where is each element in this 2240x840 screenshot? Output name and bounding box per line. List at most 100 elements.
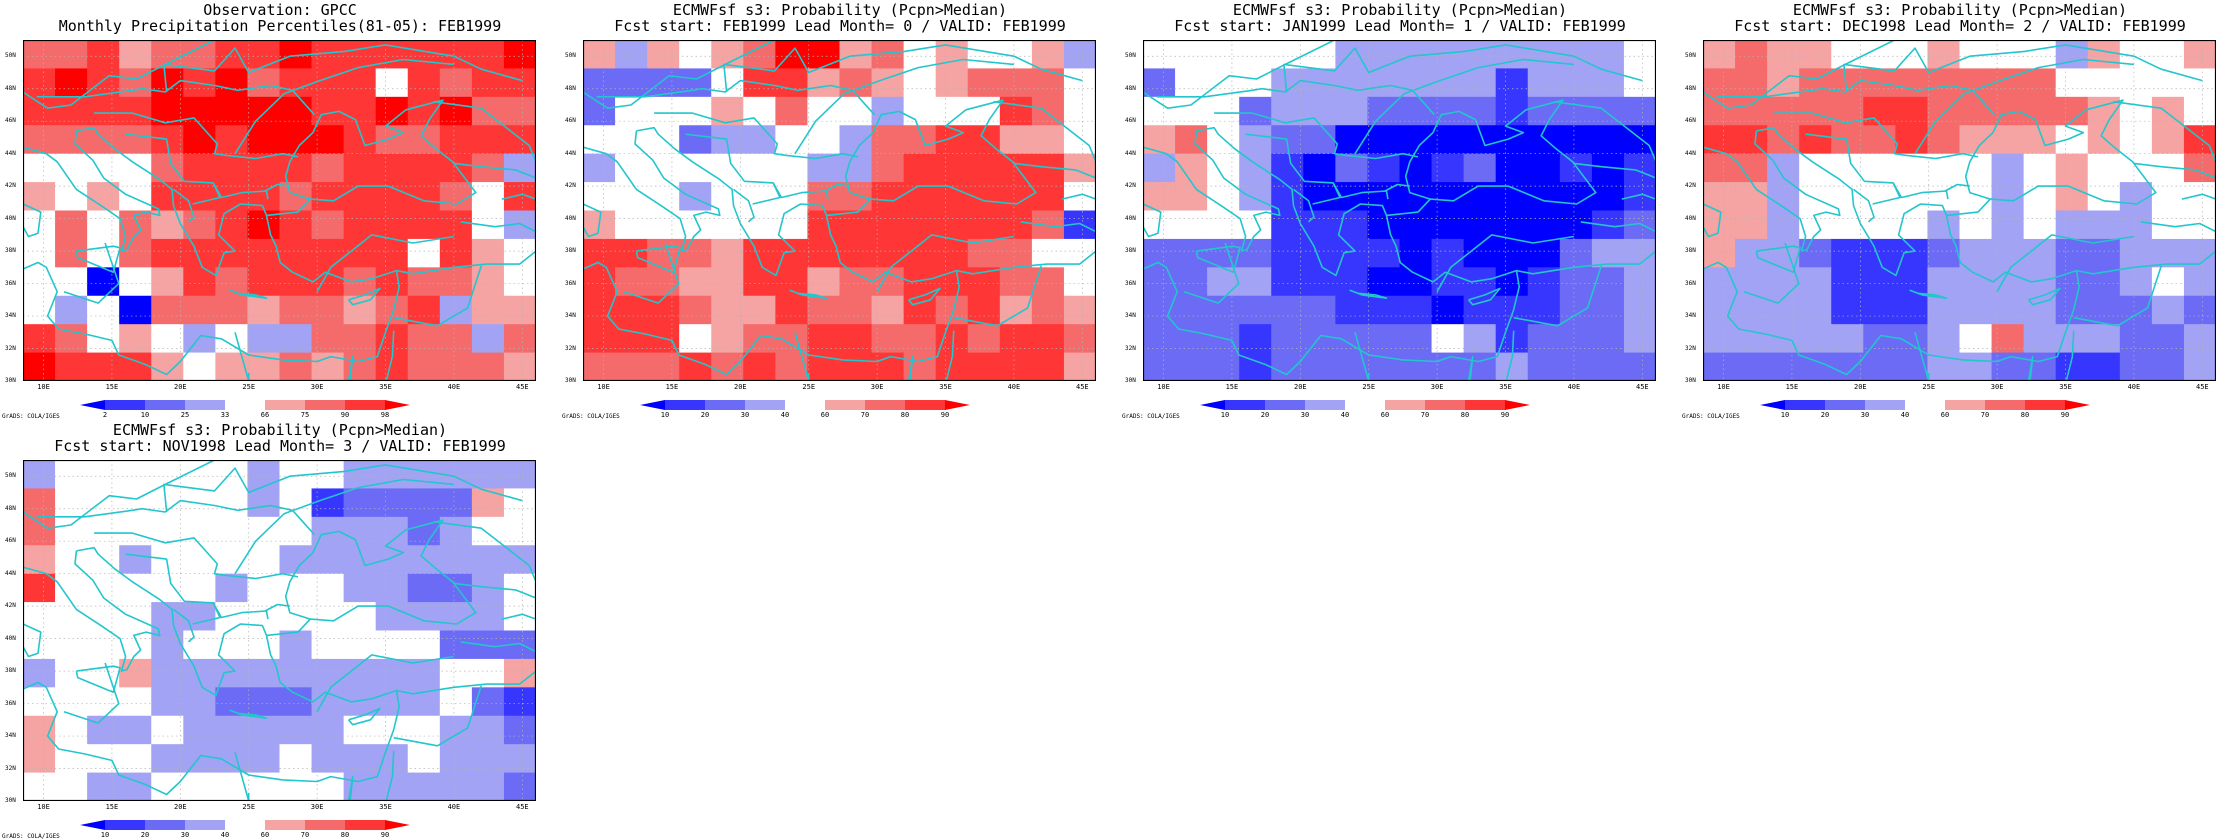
lon-tick-label: 40E: [1007, 383, 1021, 391]
lon-tick-label: 15E: [105, 383, 119, 391]
grid-cell: [471, 516, 505, 546]
coastline: [794, 58, 1014, 155]
grid-cell: [1271, 267, 1304, 297]
grid-cell: [871, 182, 905, 211]
grid-cell: [871, 68, 905, 98]
grid-cell: [1175, 295, 1208, 325]
lat-tick-label: 40N: [5, 634, 16, 642]
grid-cell: [1927, 267, 1960, 297]
grid-cell: [55, 40, 88, 69]
lat-tick-label: 32N: [5, 344, 16, 352]
grid-cell: [23, 772, 56, 801]
grid-cell: [151, 715, 184, 745]
grid-cell: [439, 658, 473, 688]
lat-tick-label: 34N: [565, 312, 576, 320]
grid-cell: [1463, 68, 1497, 98]
coastline: [907, 355, 914, 381]
grid-cell: [23, 68, 56, 98]
grid-cell: [119, 687, 152, 717]
grid-cell: [471, 488, 505, 518]
grid-cell: [1703, 40, 1736, 69]
grid-cell: [183, 460, 216, 489]
colorbar-label: 60: [820, 411, 830, 419]
grid-cell: [903, 210, 937, 240]
grid-cell: [1335, 125, 1368, 155]
coastline: [945, 330, 955, 381]
grid-cell: [1143, 352, 1176, 381]
grid-cell: [215, 96, 248, 126]
colorbar-label: 90: [1500, 411, 1510, 419]
grid-cell: [2183, 40, 2216, 69]
lat-tick-label: 38N: [1125, 247, 1136, 255]
grid-cell: [1623, 40, 1656, 69]
lat-tick-label: 50N: [1125, 52, 1136, 60]
colorbar-swatch: [705, 400, 746, 410]
colorbar-swatch: [305, 820, 346, 830]
grid-cell: [1799, 238, 1832, 268]
grid-cell: [679, 153, 712, 183]
colorbar-swatch: [1385, 400, 1426, 410]
grid-cell: [119, 573, 152, 603]
grid-cell: [1895, 68, 1928, 98]
lat-tick-label: 44N: [565, 149, 576, 157]
grid-cell: [55, 210, 88, 240]
grid-cell: [1895, 295, 1928, 325]
grid-cell: [967, 153, 1001, 183]
lat-tick-label: 50N: [565, 52, 576, 60]
coastline: [583, 40, 775, 109]
coastline: [316, 654, 455, 713]
grid-cell: [279, 267, 313, 297]
grid-cell: [1399, 153, 1433, 183]
grid-cell: [87, 715, 120, 745]
grid-cell: [615, 267, 648, 297]
lat-tick-label: 44N: [5, 149, 16, 157]
grid-cell: [311, 238, 345, 268]
grid-cell: [935, 125, 969, 155]
grid-cell: [119, 602, 152, 631]
grid-cell: [279, 295, 313, 325]
coastline: [1996, 234, 2135, 293]
grid-cell: [407, 573, 441, 603]
grid-cell: [1063, 40, 1096, 69]
coastline: [1467, 355, 1474, 381]
grid-cell: [215, 210, 248, 240]
coastline: [2073, 265, 2163, 327]
grid-cell: [999, 125, 1033, 155]
coastline: [2027, 355, 2034, 381]
grid-cell: [2151, 267, 2185, 297]
colorbar-swatch: [265, 400, 306, 410]
grid-cell: [839, 267, 873, 297]
grid-cell: [1399, 295, 1433, 325]
grid-cell: [1895, 96, 1928, 126]
coastline: [1580, 221, 1656, 233]
grid-cell: [343, 516, 377, 546]
colorbar-label: 40: [1900, 411, 1910, 419]
map-panel-lead3: ECMWFsf s3: Probability (Pcpn>Median) Fcs…: [0, 420, 560, 840]
grid-cell: [2183, 267, 2216, 297]
grid-cell: [2119, 68, 2153, 98]
lat-tick-label: 38N: [5, 247, 16, 255]
grid-cell: [2183, 352, 2216, 381]
grid-cell: [87, 602, 120, 631]
grid-cell: [1271, 352, 1304, 381]
grid-cell: [1031, 238, 1065, 268]
lat-tick-label: 44N: [1125, 149, 1136, 157]
grid-cell: [711, 182, 744, 211]
grid-cell: [439, 238, 473, 268]
grid-cell: [1495, 153, 1529, 183]
grid-cell: [2151, 238, 2185, 268]
grid-cell: [215, 687, 248, 717]
grid-cell: [1591, 96, 1625, 126]
grid-cell: [1367, 267, 1400, 297]
grid-cell: [1063, 96, 1096, 126]
grid-cell: [55, 238, 88, 268]
map-panel-lead1: ECMWFsf s3: Probability (Pcpn>Median) Fcs…: [1120, 0, 1680, 420]
grid-cell: [1463, 210, 1497, 240]
grid-cell: [1063, 153, 1096, 183]
grid-cell: [439, 153, 473, 183]
grid-cell: [1591, 68, 1625, 98]
coastline: [385, 330, 395, 381]
grid-cell: [1591, 40, 1625, 69]
lon-tick-label: 10E: [1717, 383, 1730, 391]
coastline: [596, 79, 875, 116]
